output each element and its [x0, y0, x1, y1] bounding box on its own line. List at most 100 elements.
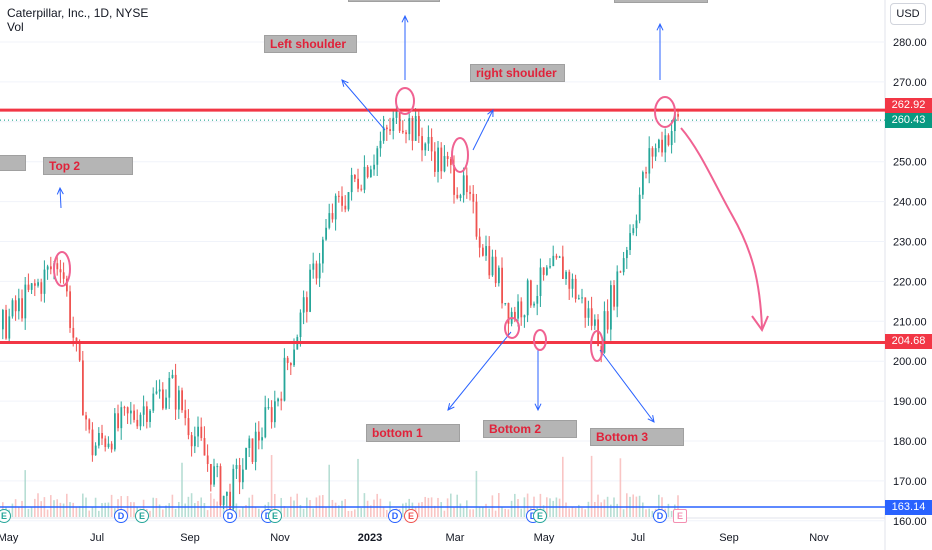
candle-body [386, 127, 388, 130]
candle-body [254, 431, 257, 462]
candle-body [27, 284, 30, 290]
candle-body [568, 271, 571, 289]
candle-body [382, 127, 385, 141]
candle-body [590, 308, 593, 326]
volume-bar [382, 506, 385, 517]
annotation-bottom2[interactable]: Bottom 2 [483, 420, 577, 438]
volume-bar [514, 493, 516, 517]
earnings-event-icon[interactable]: E [135, 509, 149, 523]
highlight-circle[interactable] [533, 329, 547, 351]
candle-body [536, 296, 539, 304]
dividend-event-icon[interactable]: D [653, 509, 667, 523]
candle-body [136, 419, 139, 427]
candle-body [578, 298, 580, 300]
forecast-curve[interactable] [680, 127, 763, 329]
volume-bar [517, 499, 519, 517]
candle-body [101, 433, 103, 439]
annotation-bottom1[interactable]: bottom 1 [366, 424, 460, 442]
annotation-bottom3[interactable]: Bottom 3 [590, 428, 684, 446]
arrow-line[interactable] [59, 187, 62, 209]
volume-bar [197, 501, 199, 517]
highlight-circle[interactable] [53, 251, 71, 287]
annotation-right-shoulder[interactable]: right shoulder [470, 64, 565, 82]
x-tick-label: 2023 [358, 532, 382, 544]
volume-bar [418, 502, 420, 517]
currency-button[interactable]: USD [890, 3, 926, 25]
candle-body [405, 132, 407, 135]
candle-body [280, 398, 283, 401]
candle-body [354, 174, 356, 179]
highlight-circle[interactable] [504, 317, 520, 339]
volume-bar [360, 507, 362, 517]
arrow-line[interactable] [447, 331, 512, 411]
earnings-event-icon[interactable]: E [0, 509, 11, 523]
candle-body [574, 278, 577, 299]
highlight-circle[interactable] [395, 87, 415, 115]
annotation-top-cut-2[interactable] [614, 0, 708, 3]
volume-bar [581, 507, 583, 517]
volume-bar [648, 508, 650, 517]
highlight-circle[interactable] [451, 137, 469, 173]
arrow-line[interactable] [341, 79, 386, 131]
candle-body [120, 407, 123, 429]
candle-body [194, 436, 196, 447]
volume-bar [82, 493, 84, 517]
candle-body [219, 466, 222, 505]
candle-body [488, 246, 491, 276]
candle-body [14, 300, 17, 312]
earnings-event-icon[interactable]: E [404, 509, 418, 523]
volume-bar [286, 508, 289, 517]
candle-body [526, 280, 529, 316]
arrow-line[interactable] [472, 109, 494, 151]
volume-bar [242, 506, 244, 517]
volume-bar [485, 503, 487, 517]
dividend-event-icon[interactable]: D [388, 509, 402, 523]
volume-bar [578, 504, 580, 517]
candle-body [50, 266, 52, 270]
highlight-circle[interactable] [654, 96, 676, 128]
candle-body [40, 282, 43, 294]
candle-body [238, 465, 241, 483]
volume-bar [24, 470, 26, 517]
volume-bar [184, 503, 186, 517]
x-tick-label: May [0, 532, 19, 544]
candle-body [635, 220, 638, 229]
annotation-top2[interactable]: Top 2 [43, 157, 133, 175]
volume-bar [254, 506, 257, 517]
arrow-head [447, 403, 455, 411]
volume-bar [328, 464, 330, 517]
candle-body [72, 327, 75, 338]
volume-bar [450, 493, 452, 517]
annotation-left-shoulder[interactable]: Left shoulder [264, 35, 357, 53]
earnings-upcoming-icon[interactable]: E [673, 509, 687, 523]
volume-bar [130, 502, 132, 517]
annotation-top-cut[interactable] [348, 0, 440, 2]
earnings-event-icon[interactable]: E [268, 509, 282, 523]
dividend-event-icon[interactable]: D [114, 509, 128, 523]
candle-body [200, 426, 203, 439]
x-tick-label: Nov [809, 532, 829, 544]
candle-body [334, 195, 337, 220]
volume-bar [216, 501, 218, 517]
dividend-event-icon[interactable]: D [223, 509, 237, 523]
candle-body [171, 374, 174, 378]
earnings-event-icon[interactable]: E [533, 509, 547, 523]
volume-bar [510, 500, 513, 517]
volume-bar [222, 503, 225, 517]
volume-bar [376, 493, 378, 517]
volume-bar [213, 498, 215, 517]
highlight-circle[interactable] [590, 330, 604, 362]
candle-body [85, 415, 87, 420]
candle-body [667, 135, 670, 146]
candle-body [283, 357, 286, 401]
volume-bar [594, 501, 596, 517]
candle-body [117, 413, 119, 429]
volume-bar [344, 499, 346, 517]
candle-body [2, 309, 4, 330]
arrow-line[interactable] [599, 349, 655, 423]
annotation-left-cut[interactable] [0, 155, 26, 171]
volume-label: Vol [7, 20, 24, 34]
volume-bar [178, 502, 180, 517]
